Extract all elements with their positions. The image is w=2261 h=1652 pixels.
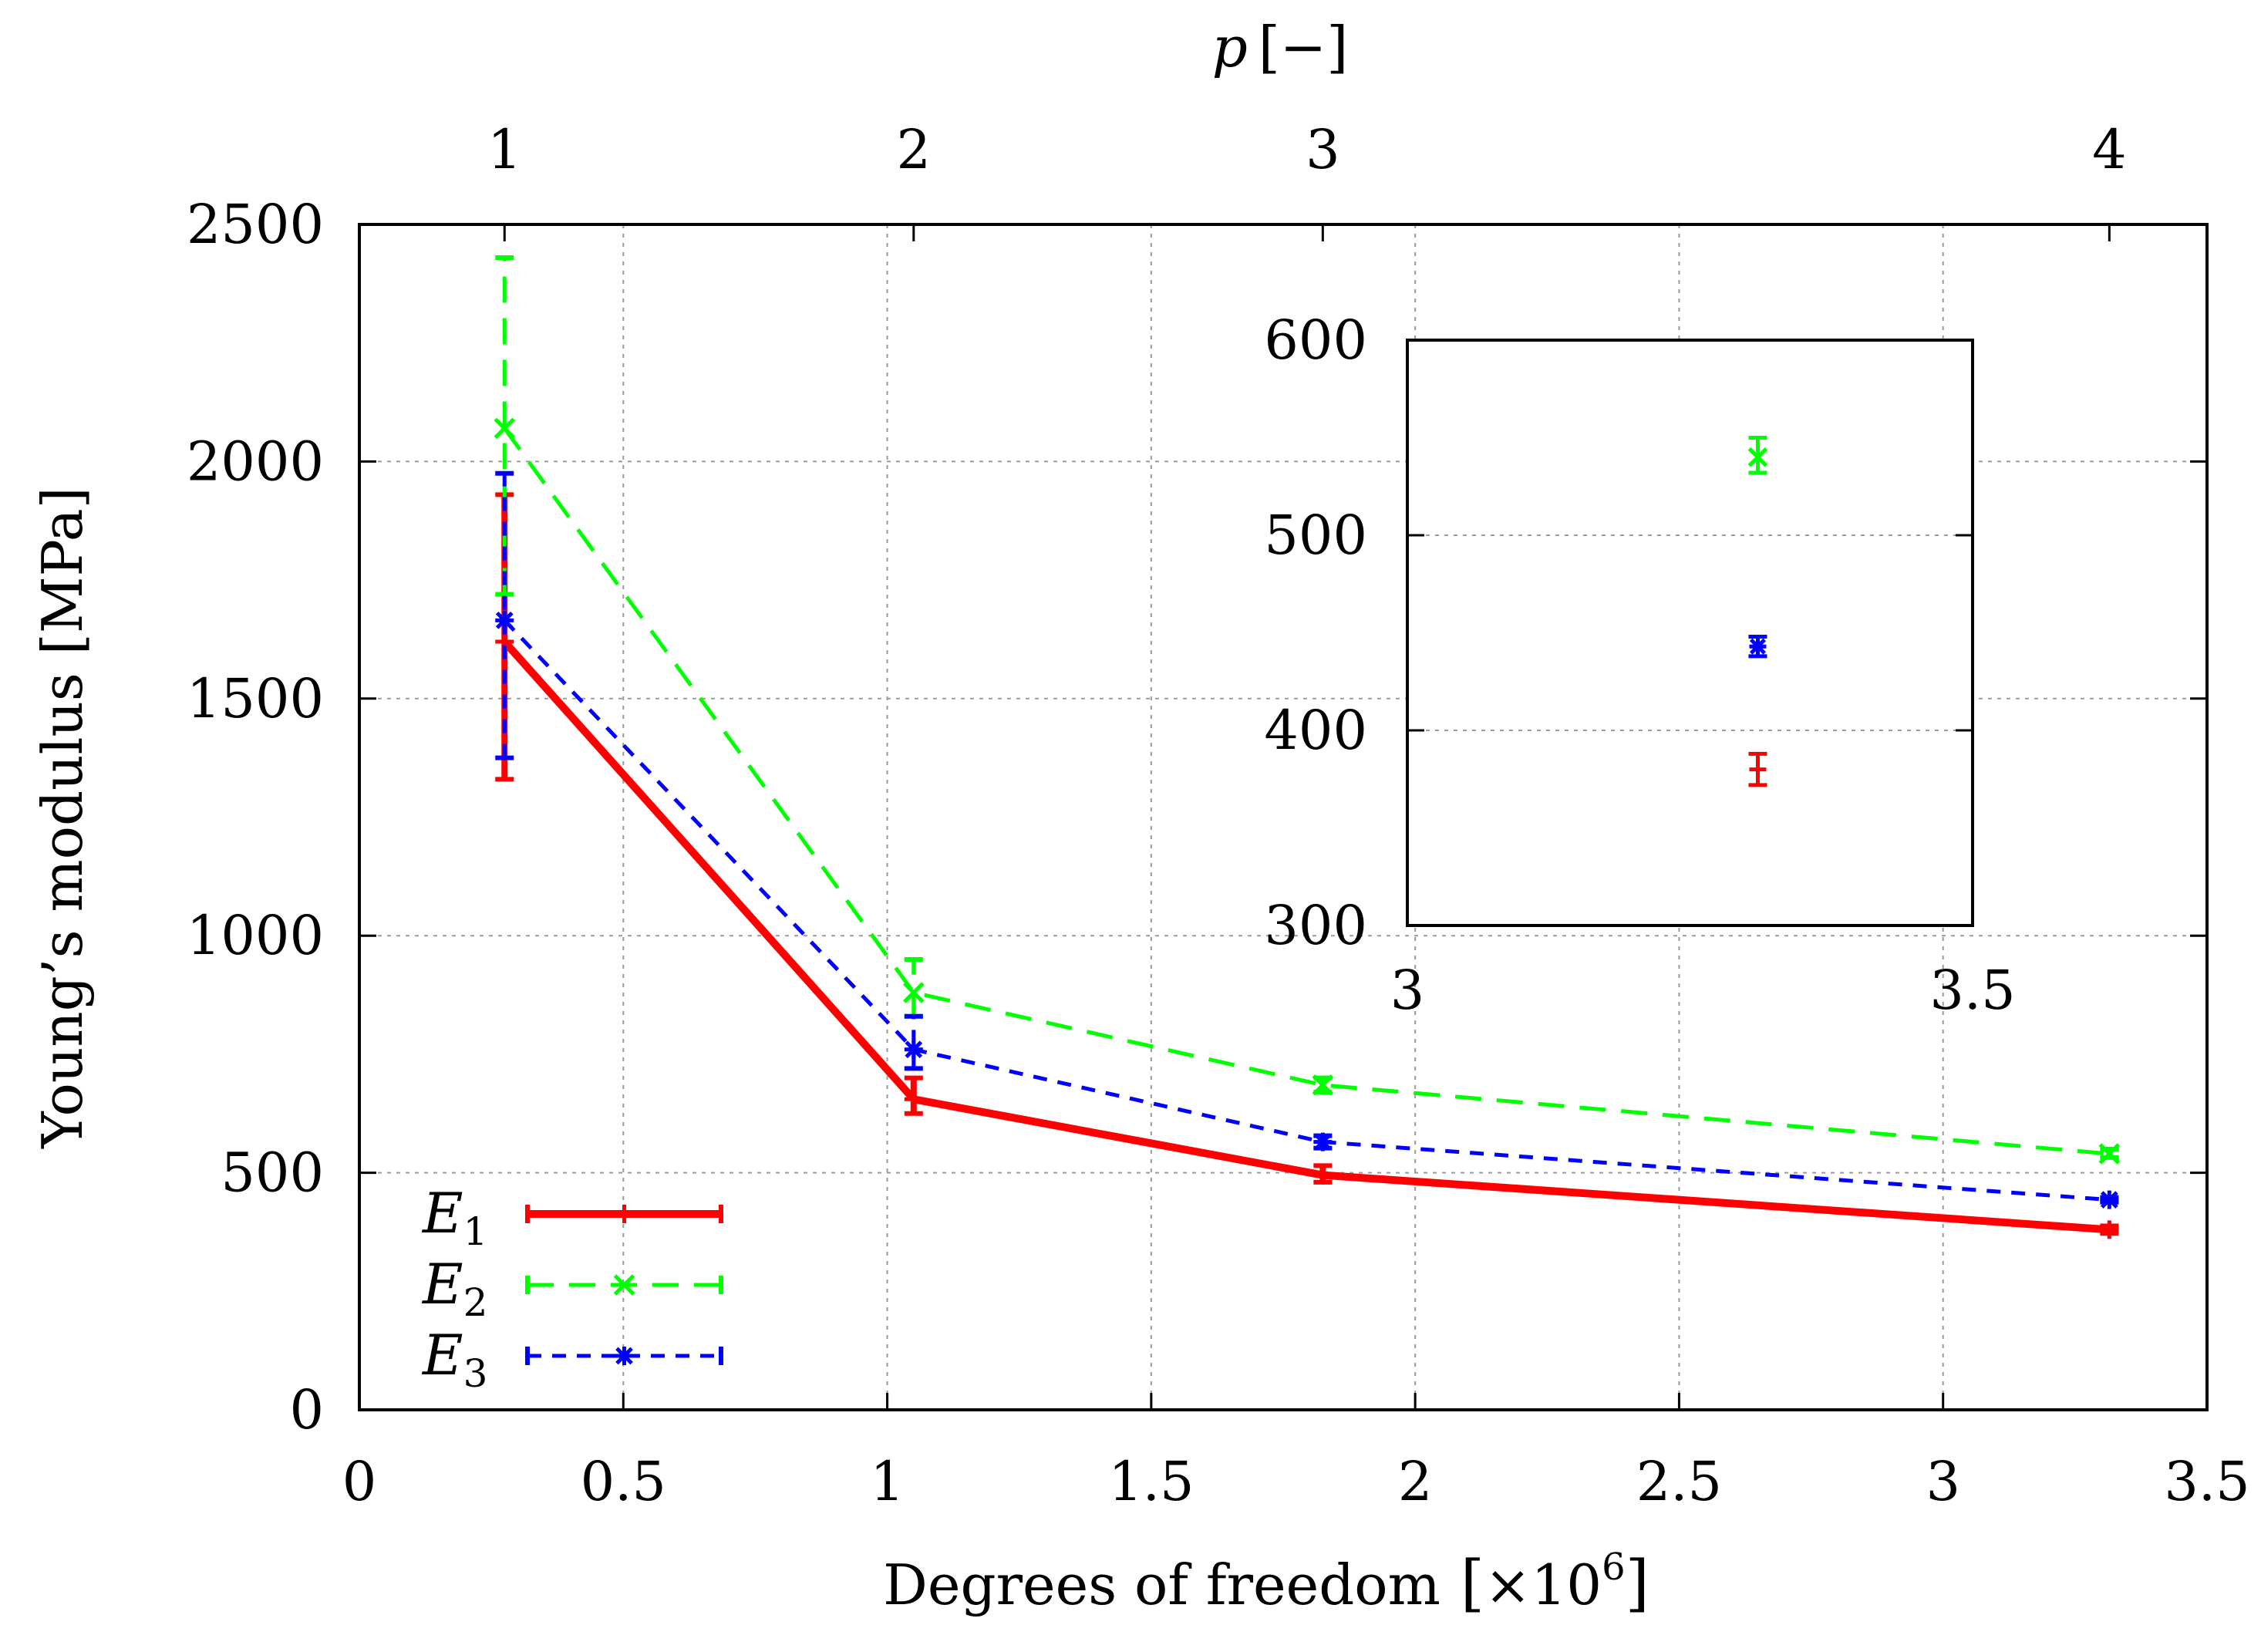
- x-tick-label-2: 2: [1398, 1450, 1433, 1513]
- x-axis-title-multiplier: ×10: [1484, 1553, 1602, 1617]
- series-e2-line: [503, 426, 2110, 1156]
- inset-y-tick-label-500: 500: [1264, 504, 1367, 567]
- x-tick-label-3.5: 3.5: [2164, 1450, 2249, 1513]
- x-axis-title-exponent: 6: [1602, 1546, 1626, 1589]
- legend-e2-label-subscript: 2: [463, 1280, 488, 1325]
- top-tick-label-2: 2: [897, 118, 932, 181]
- legend-e2: E2: [421, 1252, 723, 1325]
- inset-y-tick-label-600: 600: [1264, 308, 1367, 372]
- x-tick-label-3: 3: [1926, 1450, 1960, 1513]
- legend-e3-label-subscript: 3: [463, 1351, 488, 1396]
- y-tick-label-500: 500: [221, 1141, 324, 1205]
- series-e3-point-0: [495, 611, 514, 630]
- legend-e3-label: E3: [421, 1323, 487, 1396]
- x-axis-title-main: Degrees of freedom: [883, 1553, 1441, 1617]
- y-tick-label-2000: 2000: [187, 430, 324, 493]
- series-e2: [494, 255, 2121, 1165]
- legend-e3-swatch-marker: [615, 1347, 634, 1365]
- x-tick-label-0.5: 0.5: [581, 1450, 666, 1513]
- y-tick-label-1000: 1000: [187, 904, 324, 967]
- inset-series-layer: [1747, 436, 1768, 787]
- inset-y-tick-label-300: 300: [1264, 894, 1367, 957]
- top-axis-title: p [−]: [1212, 15, 1349, 79]
- inset-plot-frame: [1406, 339, 1974, 927]
- inset-series-e1: [1748, 751, 1767, 787]
- legend-e3: E3: [421, 1323, 723, 1396]
- x-tick-label-0: 0: [342, 1450, 377, 1513]
- legend-e2-label: E2: [421, 1252, 487, 1325]
- inset-background-fill: [1407, 340, 1973, 925]
- series-e2-point-0: [494, 417, 516, 440]
- series-e2-point-2: [1312, 1074, 1334, 1096]
- x-axis-title-open-bracket: [: [1461, 1547, 1484, 1619]
- inset-series-e1-point: [1749, 760, 1767, 778]
- inset-grid: [1407, 534, 1973, 731]
- tick-labels: 0 0.5 1 1.5 2 2.5 3 3.51 2 3 405001000150020002500…: [187, 118, 2250, 1513]
- legend-e2-label-name: E: [421, 1252, 463, 1317]
- series-e2-point-3: [2098, 1143, 2121, 1165]
- y-tick-label-0: 0: [289, 1378, 324, 1441]
- inset-y-tick-label-400: 400: [1264, 699, 1367, 762]
- x-tick-label-1.5: 1.5: [1108, 1450, 1194, 1513]
- series-e1-point-3: [2100, 1220, 2119, 1239]
- legend-e1-label: E1: [421, 1181, 487, 1254]
- y-axis-title: Young’s modulus [MPa]: [30, 487, 95, 1149]
- series-e3-point-2: [1313, 1132, 1333, 1151]
- legend-e2-swatch-marker: [613, 1274, 635, 1296]
- top-axis-title-unit: [−]: [1259, 15, 1349, 79]
- main-plot-frame: [358, 223, 2209, 1411]
- series-e3-point-3: [2100, 1190, 2119, 1209]
- series-e3: [495, 470, 2119, 1209]
- top-tick-label-4: 4: [2092, 118, 2127, 181]
- series-e3-line: [503, 619, 2110, 1202]
- legend-e1-swatch-marker: [615, 1205, 634, 1223]
- inset-series-e2-point: [1747, 447, 1768, 467]
- series-e1-line: [501, 639, 2110, 1234]
- main-series-layer: [494, 255, 2121, 1239]
- legend-e1: E1: [421, 1181, 723, 1254]
- x-tick-label-2.5: 2.5: [1636, 1450, 1722, 1513]
- inset-series-e2: [1747, 436, 1768, 475]
- series-e1-point-2: [1313, 1165, 1333, 1185]
- y-tick-label-1500: 1500: [187, 667, 324, 730]
- inset-x-tick-label-3: 3: [1390, 959, 1425, 1022]
- x-axis-title: Degrees of freedom [×106]: [883, 1546, 1649, 1619]
- x-tick-label-1: 1: [870, 1450, 905, 1513]
- top-tick-label-3: 3: [1306, 118, 1340, 181]
- legend-e3-label-name: E: [421, 1323, 463, 1387]
- top-tick-label-1: 1: [487, 118, 522, 181]
- series-e2-point-1: [903, 982, 925, 1003]
- legend-e1-label-name: E: [421, 1181, 463, 1246]
- legend-e1-label-subscript: 1: [463, 1209, 488, 1254]
- main-tick-marks: [358, 223, 2209, 1411]
- y-tick-label-2500: 2500: [187, 193, 324, 256]
- inset-series-e3: [1748, 635, 1767, 659]
- series-e3-point-1: [904, 1040, 923, 1059]
- inset-series-e3-point: [1749, 638, 1767, 656]
- series-e1-point-1: [904, 1090, 923, 1109]
- top-axis-title-variable: p: [1212, 15, 1248, 79]
- inset-background: [1407, 340, 1973, 925]
- inset-x-tick-label-3.5: 3.5: [1929, 959, 2015, 1022]
- x-axis-title-close-bracket: ]: [1626, 1547, 1649, 1619]
